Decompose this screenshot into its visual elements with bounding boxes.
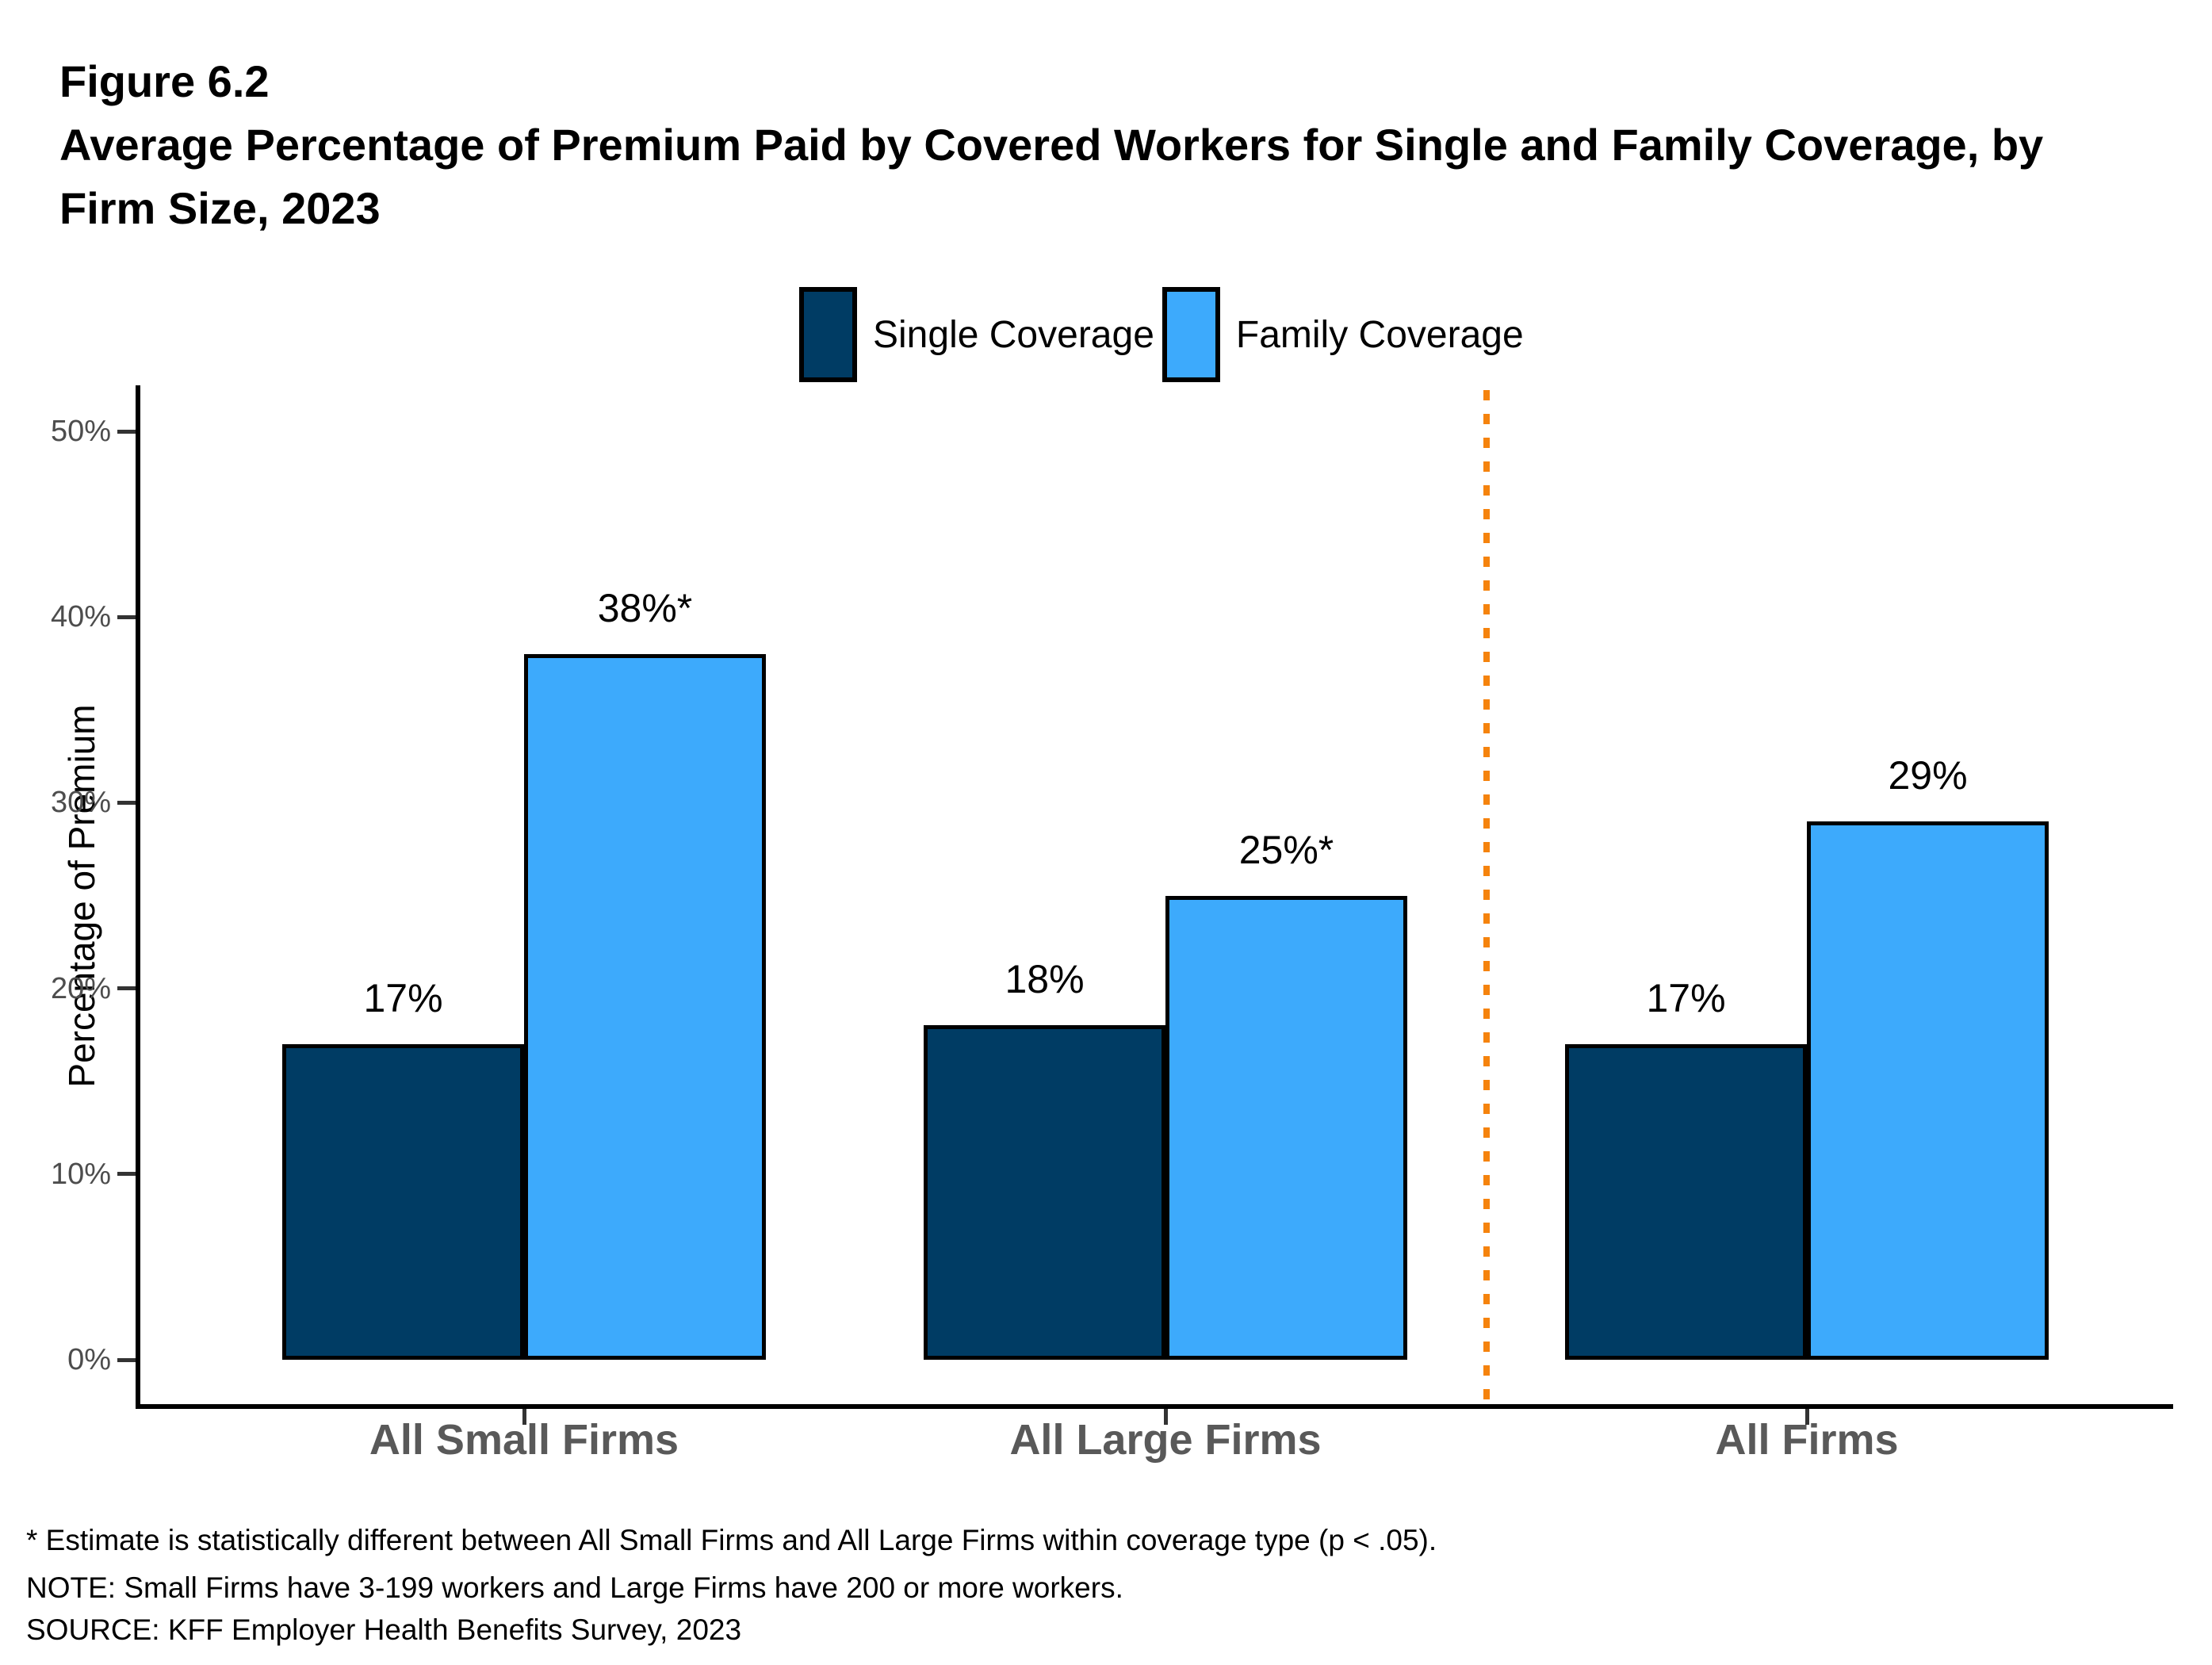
- bar-value-label-single-all-small-firms: 17%: [363, 975, 443, 1020]
- x-axis-label-all-firms: All Firms: [1715, 1416, 1899, 1464]
- bar-value-label-single-all-large-firms: 18%: [1005, 957, 1085, 1002]
- footnote-asterisk: * Estimate is statistically different be…: [26, 1524, 1437, 1556]
- y-tick-40%: [117, 614, 136, 619]
- figure-label: Figure 6.2: [59, 56, 270, 106]
- x-tick-all-large-firms: [1163, 1409, 1168, 1425]
- x-axis-label-all-large-firms: All Large Firms: [1009, 1416, 1322, 1464]
- y-axis-title: Percentage of Premium: [61, 704, 102, 1088]
- legend-label-family-coverage: Family Coverage: [1235, 313, 1524, 356]
- legend-swatch-single-coverage: [799, 287, 857, 382]
- bar-value-label-single-all-firms: 17%: [1646, 975, 1726, 1020]
- x-axis-label-all-small-firms: All Small Firms: [369, 1416, 679, 1464]
- y-tick-label-50%: 50%: [50, 415, 111, 448]
- bar-value-label-family-all-firms: 29%: [1888, 752, 1968, 798]
- y-tick-20%: [117, 986, 136, 991]
- footnote-source: SOURCE: KFF Employer Health Benefits Sur…: [26, 1613, 742, 1646]
- y-tick-label-20%: 20%: [50, 971, 111, 1005]
- y-tick-10%: [117, 1172, 136, 1177]
- y-tick-0%: [117, 1357, 136, 1362]
- y-tick-label-40%: 40%: [50, 600, 111, 634]
- x-axis-line: [136, 1404, 2173, 1409]
- bar-single-coverage-all-large-firms: [924, 1025, 1165, 1360]
- y-tick-label-30%: 30%: [50, 786, 111, 820]
- chart-title-line1: Average Percentage of Premium Paid by Co…: [59, 120, 2044, 170]
- bar-value-label-family-all-small-firms: 38%*: [597, 586, 693, 631]
- y-axis-line: [136, 385, 140, 1408]
- x-tick-all-firms: [1804, 1409, 1809, 1425]
- bar-family-coverage-all-large-firms: [1165, 895, 1407, 1360]
- group-separator-dashed-line: [1483, 390, 1490, 1404]
- bar-single-coverage-all-small-firms: [282, 1043, 524, 1360]
- footnote-note: NOTE: Small Firms have 3-199 workers and…: [26, 1571, 1123, 1604]
- legend-swatch-family-coverage: [1161, 287, 1220, 382]
- bar-value-label-family-all-large-firms: 25%*: [1238, 827, 1334, 872]
- chart-title-line2: Firm Size, 2023: [59, 183, 381, 233]
- x-tick-all-small-firms: [522, 1409, 526, 1425]
- legend-label-single-coverage: Single Coverage: [873, 313, 1154, 356]
- y-tick-label-10%: 10%: [50, 1157, 111, 1191]
- bar-single-coverage-all-firms: [1565, 1043, 1807, 1360]
- bar-family-coverage-all-small-firms: [524, 654, 766, 1360]
- y-tick-50%: [117, 429, 136, 434]
- y-tick-30%: [117, 800, 136, 805]
- bar-family-coverage-all-firms: [1807, 821, 2049, 1360]
- y-tick-label-0%: 0%: [67, 1343, 111, 1376]
- legend: Single Coverage Family Coverage: [799, 287, 1532, 382]
